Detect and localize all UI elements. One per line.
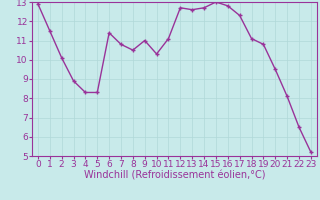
X-axis label: Windchill (Refroidissement éolien,°C): Windchill (Refroidissement éolien,°C)	[84, 171, 265, 181]
